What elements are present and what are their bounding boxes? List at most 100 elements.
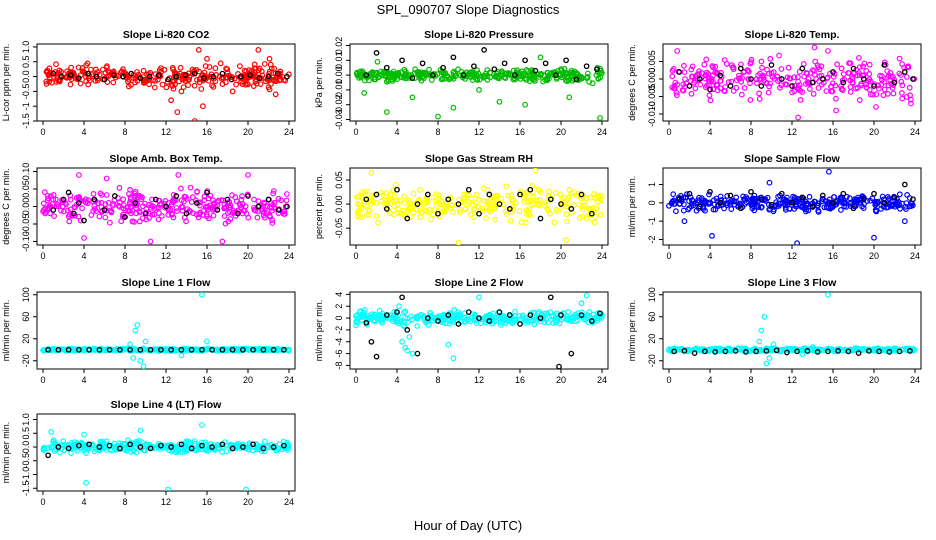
- series-point: [579, 203, 586, 210]
- reference-point: [556, 363, 562, 369]
- series-point: [854, 198, 861, 205]
- series-point: [710, 86, 717, 92]
- reference-point: [676, 196, 683, 203]
- reference-point: [240, 444, 246, 450]
- outlier-point: [406, 334, 413, 340]
- x-tick-label: 16: [828, 375, 838, 385]
- outlier-point: [756, 338, 763, 345]
- series-point: [139, 215, 146, 222]
- reference-point: [81, 217, 87, 224]
- series-point: [480, 198, 487, 204]
- series-point: [908, 96, 914, 103]
- outlier-point: [209, 82, 216, 89]
- series-point: [270, 76, 277, 83]
- series-point: [424, 209, 431, 216]
- series-point: [404, 315, 411, 322]
- series-point: [177, 185, 184, 192]
- reference-point: [274, 70, 281, 77]
- series-point: [533, 197, 540, 204]
- series-point: [262, 438, 268, 445]
- series-point: [509, 318, 516, 325]
- panel-points: [666, 292, 918, 367]
- series-point: [82, 196, 89, 203]
- reference-point: [173, 73, 180, 80]
- series-point: [268, 200, 275, 207]
- series-point: [452, 315, 459, 321]
- series-point: [584, 73, 591, 80]
- series-point: [870, 91, 876, 98]
- series-point: [498, 71, 505, 78]
- y-tick-label: -0.5: [21, 84, 31, 100]
- outlier-point: [709, 232, 715, 239]
- outlier-point: [178, 352, 185, 359]
- series-point: [486, 205, 493, 212]
- series-point: [799, 89, 805, 95]
- reference-point: [491, 66, 498, 73]
- reference-point: [70, 210, 77, 217]
- y-tick-label: 4: [334, 292, 344, 297]
- series-point: [179, 204, 186, 211]
- reference-point: [712, 349, 718, 355]
- series-point: [239, 201, 246, 208]
- series-point: [97, 438, 104, 445]
- series-point: [576, 214, 583, 221]
- outlier-point: [435, 113, 441, 120]
- series-point: [469, 77, 476, 83]
- series-point: [462, 318, 469, 325]
- series-point: [79, 65, 86, 72]
- x-tick-label: 0: [353, 251, 358, 261]
- series-point: [44, 192, 51, 199]
- outlier-point: [409, 350, 416, 357]
- series-point: [284, 191, 290, 197]
- series-point: [145, 210, 152, 217]
- series-point: [187, 184, 194, 191]
- outlier-point: [445, 341, 452, 348]
- series-point: [897, 205, 903, 212]
- reference-point: [219, 346, 226, 353]
- reference-point: [686, 190, 693, 197]
- series-point: [733, 194, 740, 201]
- x-tick-label: 8: [748, 251, 753, 261]
- y-tick-label: 0.00: [21, 198, 31, 216]
- reference-point: [120, 73, 126, 80]
- outlier-point: [578, 300, 585, 307]
- x-tick-label: 4: [707, 127, 712, 137]
- panel-points: [43, 47, 292, 121]
- reference-point: [471, 63, 477, 70]
- series-point: [151, 84, 158, 91]
- series-point: [181, 345, 188, 352]
- x-tick-label: 12: [161, 497, 171, 507]
- series-point: [418, 77, 425, 84]
- reference-point: [178, 441, 185, 448]
- series-point: [149, 211, 156, 218]
- outlier-point: [766, 179, 773, 186]
- outlier-point: [833, 107, 839, 114]
- reference-point: [866, 348, 872, 354]
- series-point: [354, 319, 361, 326]
- reference-point: [58, 73, 65, 80]
- series-point: [211, 200, 218, 207]
- series-point: [840, 87, 846, 93]
- series-point: [189, 194, 196, 201]
- series-point: [67, 196, 74, 203]
- outlier-point: [130, 355, 137, 361]
- series-point: [48, 193, 54, 200]
- series-point: [755, 204, 762, 211]
- series-point: [825, 204, 832, 210]
- y-tick-label: 0.05: [334, 171, 344, 189]
- series-point: [778, 66, 785, 72]
- series-point: [357, 214, 364, 221]
- series-point: [239, 193, 245, 200]
- series-point: [168, 210, 175, 217]
- reference-point: [809, 79, 816, 86]
- reference-point: [228, 76, 235, 83]
- series-point: [177, 64, 184, 71]
- reference-point: [763, 348, 770, 354]
- series-point: [373, 213, 380, 219]
- series-point: [178, 444, 185, 451]
- series-point: [689, 63, 696, 70]
- series-point: [276, 70, 283, 77]
- x-tick-label: 20: [243, 375, 253, 385]
- series-point: [815, 207, 822, 214]
- reference-point: [558, 201, 564, 207]
